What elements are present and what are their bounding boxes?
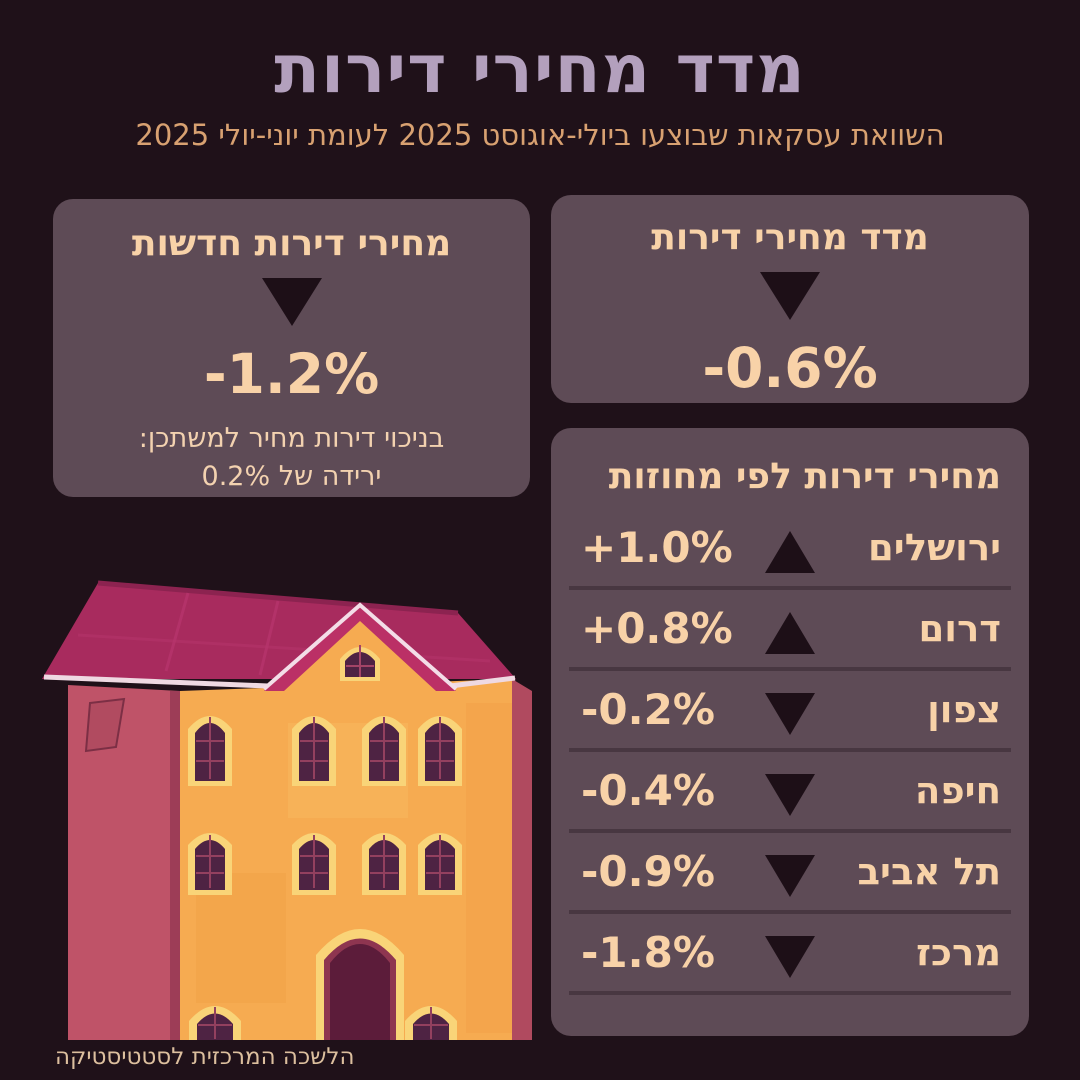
district-name: דרום bbox=[918, 607, 1002, 650]
district-row-haifa: חיפה -0.4% bbox=[569, 752, 1011, 833]
page-title: מדד מחירי דירות bbox=[274, 30, 806, 108]
district-row-north: צפון -0.2% bbox=[569, 671, 1011, 752]
district-name: חיפה bbox=[914, 769, 1001, 812]
trend-triangle-icon bbox=[765, 692, 815, 735]
district-value: -0.9% bbox=[581, 847, 715, 896]
trend-triangle-icon bbox=[765, 611, 815, 654]
new-homes-card: מחירי דירות חדשות -1.2% בניכוי דירות מחי… bbox=[53, 199, 530, 497]
district-name: צפון bbox=[927, 688, 1001, 731]
new-homes-note-line1: בניכוי דירות מחיר למשתכן: bbox=[138, 423, 445, 454]
district-value: +1.0% bbox=[581, 523, 733, 572]
district-value: -1.8% bbox=[581, 928, 715, 977]
district-row-center: מרכז -1.8% bbox=[569, 914, 1011, 995]
districts-card-title: מחירי דירות לפי מחוזות bbox=[608, 456, 1001, 497]
header: מדד מחירי דירות השוואת עסקאות שבוצעו ביו… bbox=[0, 30, 1080, 152]
page-subtitle: השוואת עסקאות שבוצעו ביולי-אוגוסט 2025 ל… bbox=[135, 118, 945, 152]
district-value: -0.2% bbox=[581, 685, 715, 734]
source-caption: הלשכה המרכזית לסטטיסטיקה bbox=[55, 1044, 355, 1070]
district-row-south: דרום +0.8% bbox=[569, 590, 1011, 671]
trend-triangle-icon bbox=[765, 854, 815, 897]
triangle-down-icon bbox=[760, 272, 820, 320]
districts-card: מחירי דירות לפי מחוזות ירושלים +1.0% דרו… bbox=[551, 428, 1029, 1036]
price-index-card: מדד מחירי דירות -0.6% bbox=[551, 195, 1029, 403]
price-index-value: -0.6% bbox=[702, 336, 878, 400]
new-homes-note-line2: ירידה של 0.2% bbox=[201, 460, 382, 492]
new-homes-value: -1.2% bbox=[203, 342, 380, 406]
trend-triangle-icon bbox=[765, 773, 815, 816]
district-row-tel-aviv: תל אביב -0.9% bbox=[569, 833, 1011, 914]
triangle-down-icon bbox=[261, 278, 322, 326]
new-homes-note: בניכוי דירות מחיר למשתכן: ירידה של 0.2% bbox=[53, 420, 530, 496]
price-index-card-title: מדד מחירי דירות bbox=[651, 217, 929, 258]
district-name: תל אביב bbox=[857, 850, 1001, 893]
district-name: מרכז bbox=[916, 931, 1001, 974]
district-value: +0.8% bbox=[581, 604, 733, 653]
district-value: -0.4% bbox=[581, 766, 715, 815]
district-name: ירושלים bbox=[868, 526, 1001, 569]
trend-triangle-icon bbox=[765, 530, 815, 573]
new-homes-card-title: מחירי דירות חדשות bbox=[131, 223, 452, 264]
district-row-jerusalem: ירושלים +1.0% bbox=[569, 509, 1011, 590]
trend-triangle-icon bbox=[765, 935, 815, 978]
building-illustration bbox=[42, 580, 532, 1040]
districts-list: ירושלים +1.0% דרום +0.8% צפון -0.2% חיפה… bbox=[569, 509, 1011, 995]
